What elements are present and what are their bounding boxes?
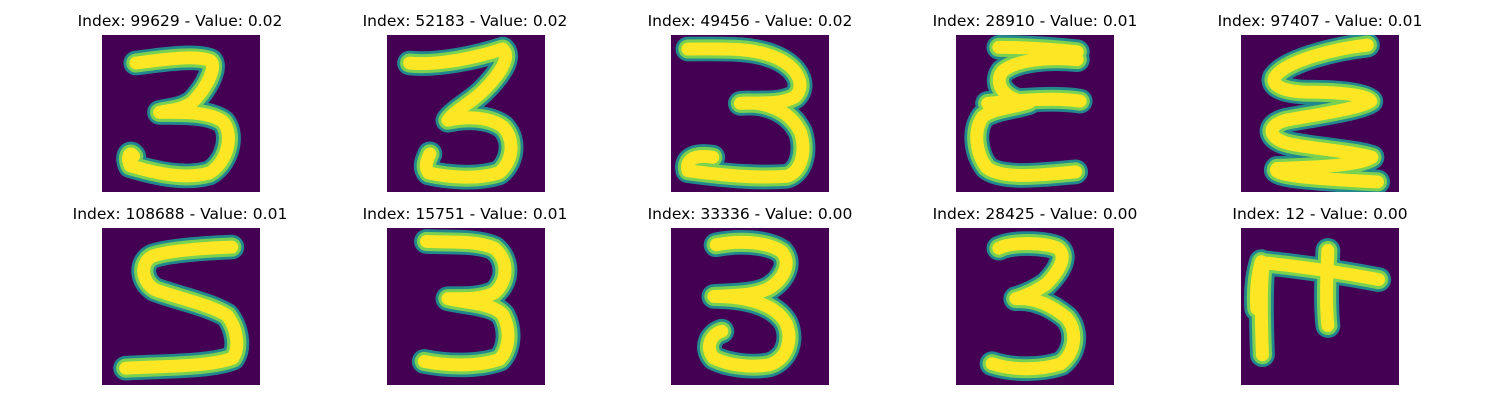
panel-title-5: Index: 97407 - Value: 0.01 (1217, 12, 1423, 30)
panel-title-3: Index: 49456 - Value: 0.02 (647, 12, 853, 30)
digit-stroke-highlight (122, 51, 235, 183)
digit-stroke-highlight (119, 240, 244, 375)
panel-title-9: Index: 28425 - Value: 0.00 (932, 205, 1138, 223)
digit-stroke-highlight (403, 42, 518, 184)
digit-stroke-highlight (1265, 38, 1385, 189)
digit-image-5 (1241, 35, 1399, 192)
digit-image-9 (956, 228, 1114, 385)
panel-title-1: Index: 99629 - Value: 0.02 (77, 12, 283, 30)
digit-stroke-highlight (702, 235, 796, 373)
digit-stroke-highlight (1250, 243, 1386, 362)
panel-title-4: Index: 28910 - Value: 0.01 (932, 12, 1138, 30)
digit-image-1 (102, 35, 260, 192)
digit-stroke-highlight (417, 235, 515, 372)
panel-title-8: Index: 33336 - Value: 0.00 (647, 205, 853, 223)
digit-stroke-highlight (681, 42, 810, 184)
panel-title-10: Index: 12 - Value: 0.00 (1232, 205, 1408, 223)
digit-image-7 (387, 228, 545, 385)
panel-title-7: Index: 15751 - Value: 0.01 (362, 205, 568, 223)
digit-image-3 (671, 35, 829, 192)
panel-title-2: Index: 52183 - Value: 0.02 (362, 12, 568, 30)
digit-image-4 (956, 35, 1114, 192)
digit-stroke-highlight (970, 40, 1087, 182)
digit-image-8 (671, 228, 829, 385)
digit-image-2 (387, 35, 545, 192)
digit-image-10 (1241, 228, 1399, 385)
panel-title-6: Index: 108688 - Value: 0.01 (72, 205, 288, 223)
digit-image-6 (102, 228, 260, 385)
digit-stroke-highlight (985, 237, 1081, 376)
